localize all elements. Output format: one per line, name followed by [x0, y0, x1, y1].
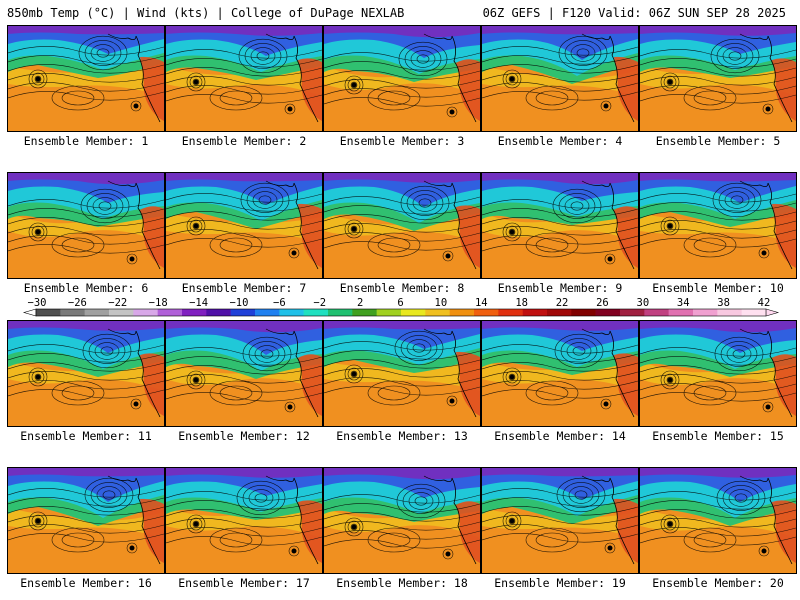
colorbar-swatch: [84, 309, 110, 316]
colorbar-swatch: [474, 309, 499, 316]
ensemble-member-label: Ensemble Member: 1: [23, 134, 149, 148]
ensemble-member-label: Ensemble Member: 4: [497, 134, 623, 148]
ensemble-map-1: [7, 25, 165, 132]
colorbar-tick-label: 30: [637, 297, 650, 309]
colorbar-tick-label: −2: [313, 297, 326, 309]
colorbar-swatch: [376, 309, 402, 316]
colorbar-tick-label: −10: [229, 297, 248, 309]
chart-title: 850mb Temp (°C) | Wind (kts) | College o…: [7, 6, 405, 20]
ensemble-member-label: Ensemble Member: 2: [181, 134, 307, 148]
colorbar-tick-label: 10: [435, 297, 448, 309]
ensemble-member-label: Ensemble Member: 6: [23, 281, 149, 295]
ensemble-map-8: [323, 172, 481, 279]
colorbar-swatch: [352, 309, 377, 316]
ensemble-map-2: [165, 25, 323, 132]
colorbar-swatch: [668, 309, 694, 316]
ensemble-map-20: [639, 467, 797, 574]
colorbar-tick-label: 6: [397, 297, 403, 309]
run-info: 06Z GEFS | F120 Valid: 06Z SUN SEP 28 20…: [482, 6, 786, 20]
colorbar-tick-label: −26: [68, 297, 87, 309]
ensemble-map-4: [481, 25, 639, 132]
ensemble-member-label: Ensemble Member: 3: [339, 134, 465, 148]
colorbar-swatch: [255, 309, 280, 316]
ensemble-map-5: [639, 25, 797, 132]
colorbar-swatch: [595, 309, 621, 316]
colorbar-swatch: [206, 309, 231, 316]
colorbar-right-arrow: [765, 308, 780, 317]
ensemble-map-9: [481, 172, 639, 279]
ensemble-member-label: Ensemble Member: 12: [178, 429, 310, 443]
ensemble-map-14: [481, 320, 639, 427]
ensemble-map-12: [165, 320, 323, 427]
ensemble-map-19: [481, 467, 639, 574]
ensemble-map-13: [323, 320, 481, 427]
ensemble-member-label: Ensemble Member: 5: [655, 134, 781, 148]
temperature-colorbar: −30 −26 −22 −18 −14 −10 −6 −2 2 6 10 14 18 22 26 30 34 38…: [22, 297, 780, 317]
colorbar-tick-label: 38: [717, 297, 730, 309]
colorbar-tick-label: −22: [108, 297, 127, 309]
colorbar-tick-label: 2: [357, 297, 363, 309]
colorbar-swatch: [157, 309, 183, 316]
colorbar-swatch: [571, 309, 596, 316]
colorbar-tick-label: 14: [475, 297, 488, 309]
colorbar-swatch: [717, 309, 742, 316]
colorbar-swatch: [60, 309, 85, 316]
colorbar-swatch: [230, 309, 256, 316]
colorbar-swatch: [644, 309, 669, 316]
ensemble-member-label: Ensemble Member: 17: [178, 576, 310, 590]
ensemble-map-15: [639, 320, 797, 427]
colorbar-swatch: [279, 309, 304, 316]
ensemble-member-label: Ensemble Member: 15: [652, 429, 784, 443]
ensemble-member-label: Ensemble Member: 11: [20, 429, 152, 443]
ensemble-member-label: Ensemble Member: 18: [336, 576, 468, 590]
ensemble-map-6: [7, 172, 165, 279]
ensemble-map-11: [7, 320, 165, 427]
ensemble-member-label: Ensemble Member: 9: [497, 281, 623, 295]
colorbar-swatch: [449, 309, 475, 316]
ensemble-map-3: [323, 25, 481, 132]
ensemble-map-16: [7, 467, 165, 574]
colorbar-swatch: [522, 309, 548, 316]
colorbar-swatch: [425, 309, 450, 316]
ensemble-member-label: Ensemble Member: 7: [181, 281, 307, 295]
ensemble-map-17: [165, 467, 323, 574]
colorbar-tick-label: 26: [596, 297, 609, 309]
colorbar-tick-label: −6: [273, 297, 286, 309]
colorbar-tick-label: 34: [677, 297, 690, 309]
ensemble-member-label: Ensemble Member: 8: [339, 281, 465, 295]
ensemble-member-label: Ensemble Member: 19: [494, 576, 626, 590]
ensemble-map-18: [323, 467, 481, 574]
colorbar-swatch: [620, 309, 645, 316]
ensemble-member-label: Ensemble Member: 16: [20, 576, 152, 590]
ensemble-map-7: [165, 172, 323, 279]
colorbar-swatch: [133, 309, 158, 316]
ensemble-member-label: Ensemble Member: 14: [494, 429, 626, 443]
colorbar-swatch: [741, 309, 767, 316]
colorbar-tick-label: 18: [515, 297, 528, 309]
colorbar-swatch: [328, 309, 353, 316]
colorbar-swatch: [36, 309, 61, 316]
colorbar-swatch: [547, 309, 572, 316]
colorbar-tick-label: 22: [556, 297, 569, 309]
colorbar-tick-label: 42: [758, 297, 771, 309]
ensemble-map-10: [639, 172, 797, 279]
ensemble-member-label: Ensemble Member: 13: [336, 429, 468, 443]
colorbar-left-arrow: [22, 308, 37, 317]
colorbar-tick-label: −18: [149, 297, 168, 309]
colorbar-swatch: [498, 309, 523, 316]
colorbar-tick-label: −14: [189, 297, 208, 309]
colorbar-swatch: [109, 309, 134, 316]
colorbar-swatch: [693, 309, 718, 316]
ensemble-member-label: Ensemble Member: 10: [652, 281, 784, 295]
colorbar-swatch: [401, 309, 426, 316]
colorbar-tick-label: −30: [28, 297, 47, 309]
ensemble-member-label: Ensemble Member: 20: [652, 576, 784, 590]
colorbar-swatch: [303, 309, 329, 316]
colorbar-swatch: [182, 309, 207, 316]
